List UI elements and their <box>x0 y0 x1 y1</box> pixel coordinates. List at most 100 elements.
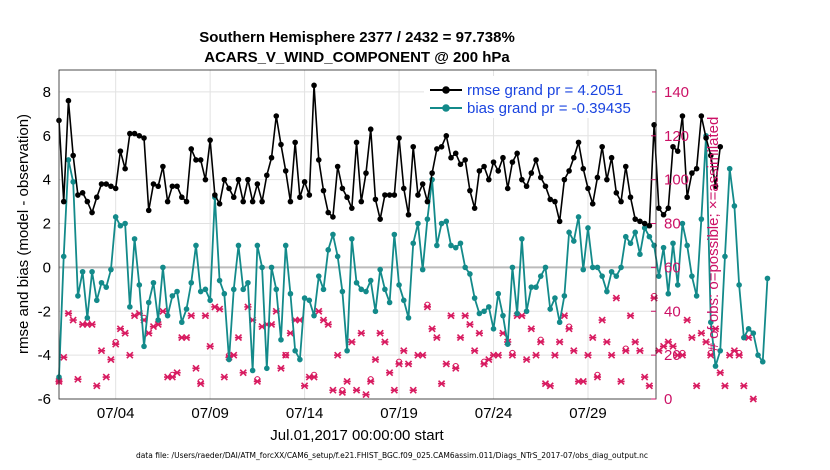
obs-assimilated-point <box>707 351 715 359</box>
bias-point <box>287 290 294 297</box>
rmse-point <box>514 150 520 157</box>
legend-box <box>424 76 652 118</box>
rmse-point <box>150 181 157 187</box>
rmse-point <box>622 163 629 170</box>
obs-assimilated-point <box>201 312 210 320</box>
obs-assimilated-point <box>570 347 578 355</box>
bias-point <box>415 220 421 227</box>
rmse-point <box>537 174 544 181</box>
obs-assimilated-point <box>404 360 413 368</box>
rmse-point <box>353 139 360 146</box>
bias-point <box>382 286 388 293</box>
plot-frame <box>59 70 656 399</box>
bias-point <box>235 242 242 249</box>
chart-subtitle: ACARS_V_WIND_COMPONENT @ 200 hPa <box>204 49 510 66</box>
bias-point <box>481 308 487 315</box>
bias-point <box>665 290 672 297</box>
rmse-point <box>216 200 223 207</box>
obs-assimilated-point <box>88 320 96 328</box>
rmse-point <box>117 148 124 154</box>
bias-point <box>84 315 91 321</box>
x-tick-labels: 07/04 07/09 07/14 07/19 07/24 07/29 <box>97 405 607 422</box>
obs-assimilated-point <box>192 364 200 372</box>
obs-assimilated-point <box>187 312 195 320</box>
rmse-point <box>637 218 643 225</box>
bias-point <box>547 306 554 312</box>
obs-assimilated-point <box>546 382 554 390</box>
obs-assimilated-point <box>532 351 540 359</box>
bias-point <box>254 242 261 249</box>
obs-assimilated-point <box>277 364 285 372</box>
bias-point <box>542 264 549 271</box>
bias-point <box>717 347 724 354</box>
bias-point <box>93 297 100 304</box>
obs-assimilated-point <box>69 316 77 324</box>
x-tick-label-3: 07/19 <box>380 405 418 422</box>
bias-point <box>183 306 190 312</box>
obs-assimilated-point <box>437 380 446 388</box>
bias-point <box>656 273 662 279</box>
rmse-point <box>542 183 549 190</box>
bias-point <box>131 236 138 242</box>
rmse-point <box>462 157 468 163</box>
bias-point <box>434 242 440 249</box>
rmse-point <box>273 113 280 119</box>
rmse-point <box>155 183 161 190</box>
bias-point <box>585 225 591 231</box>
bias-point <box>160 264 166 271</box>
rmse-point <box>486 176 492 183</box>
bias-point <box>566 229 572 236</box>
bias-point <box>741 334 747 341</box>
obs-assimilated-point <box>338 388 346 396</box>
bias-point <box>377 266 383 273</box>
obs-assimilated-point <box>711 325 720 333</box>
bias-point <box>320 286 327 293</box>
obs-assimilated-point <box>301 382 309 390</box>
obs-assimilated-point <box>352 386 361 394</box>
bias-point <box>627 240 634 247</box>
rmse-point <box>509 159 516 165</box>
rmse-point <box>651 122 657 128</box>
rmse-point <box>301 179 308 185</box>
obs-assimilated-point <box>749 395 757 403</box>
rmse-point <box>476 168 483 174</box>
bias-point <box>141 343 147 350</box>
y-tick-label-4: 2 <box>43 216 51 233</box>
x-tick-label-5: 07/29 <box>569 405 607 422</box>
bias-point <box>519 236 525 242</box>
obs-assimilated-point <box>494 351 502 359</box>
obs-assimilated-point <box>324 320 332 328</box>
rmse-point <box>594 174 601 181</box>
y-tick-label-6: 6 <box>43 128 51 145</box>
bias-point <box>103 284 110 290</box>
obs-assimilated-point <box>522 355 531 364</box>
bias-point <box>594 264 601 271</box>
obs-assimilated-point <box>93 382 101 390</box>
bias-point <box>693 293 700 299</box>
bias-point <box>259 264 265 271</box>
bias-point <box>528 284 535 290</box>
rmse-point <box>547 196 554 203</box>
obs-assimilated-point <box>428 325 436 333</box>
obs-assimilated-point <box>584 351 592 359</box>
bias-point <box>325 247 332 253</box>
bias-point <box>443 218 450 225</box>
rmse-point <box>471 205 478 211</box>
obs-assimilated-point <box>310 373 318 381</box>
footnote-data-file: data file: /Users/raeder/DAI/ATM_forcXX/… <box>136 451 648 460</box>
rmse-point <box>249 198 256 205</box>
obs-assimilated-point <box>688 334 696 342</box>
bias-point <box>75 293 81 299</box>
x-tick-label-1: 07/09 <box>191 405 229 422</box>
obs-assimilated-point <box>97 347 106 355</box>
obs-assimilated-point <box>697 329 705 337</box>
rmse-point <box>259 198 265 205</box>
rmse-point <box>519 176 525 183</box>
obs-assimilated-point <box>527 325 535 333</box>
bias-point <box>745 326 752 332</box>
rmse-point <box>665 205 672 211</box>
obs-assimilated-point <box>395 360 403 368</box>
rmse-point <box>112 185 119 192</box>
bias-point <box>315 273 322 279</box>
rmse-point <box>552 198 558 205</box>
